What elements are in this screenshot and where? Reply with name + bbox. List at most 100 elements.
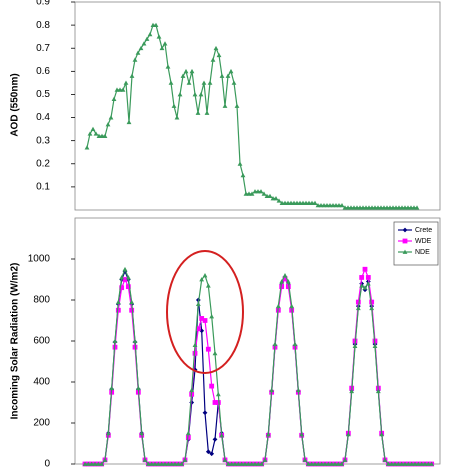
- marker: [189, 387, 195, 393]
- marker: [325, 461, 331, 466]
- marker: [349, 388, 355, 394]
- marker: [272, 341, 278, 346]
- marker: [312, 200, 318, 205]
- marker: [429, 461, 435, 466]
- marker: [99, 133, 105, 138]
- marker: [138, 45, 144, 51]
- marker: [179, 461, 185, 466]
- marker: [249, 461, 255, 466]
- marker: [112, 338, 118, 343]
- marker: [369, 299, 375, 305]
- marker: [225, 461, 231, 466]
- marker: [231, 80, 237, 85]
- marker: [120, 87, 126, 92]
- marker: [249, 191, 255, 196]
- y-tick-label: 0.3: [36, 135, 50, 146]
- marker: [379, 431, 385, 437]
- legend-label: WDE: [415, 238, 432, 245]
- marker: [282, 276, 288, 281]
- marker: [202, 410, 208, 416]
- marker: [195, 326, 201, 332]
- marker: [232, 461, 238, 466]
- marker: [335, 461, 341, 466]
- y-tick-label: 800: [33, 295, 50, 306]
- marker: [135, 50, 141, 55]
- marker: [174, 115, 180, 120]
- marker: [132, 338, 138, 343]
- y-tick-label: 600: [33, 336, 50, 347]
- marker: [82, 461, 88, 466]
- marker: [139, 430, 145, 436]
- marker: [345, 431, 351, 437]
- marker: [262, 457, 268, 462]
- marker: [199, 316, 205, 321]
- marker: [105, 122, 111, 127]
- marker: [92, 461, 98, 466]
- marker: [125, 284, 131, 290]
- marker: [237, 161, 243, 166]
- marker: [219, 73, 225, 78]
- marker: [207, 80, 213, 85]
- marker: [202, 273, 208, 278]
- marker: [279, 279, 285, 284]
- marker: [105, 430, 111, 436]
- y-axis-label: Incoming Solar Radiation (W/m2): [10, 263, 21, 420]
- marker: [255, 461, 261, 466]
- marker: [242, 461, 248, 466]
- marker: [292, 341, 298, 346]
- marker: [415, 461, 421, 466]
- marker: [209, 451, 215, 457]
- marker: [269, 387, 275, 393]
- marker: [229, 461, 235, 466]
- marker: [212, 400, 218, 405]
- marker: [422, 461, 428, 466]
- marker: [119, 275, 125, 280]
- marker: [359, 275, 365, 280]
- marker: [172, 461, 178, 466]
- marker: [171, 103, 177, 108]
- marker: [199, 328, 205, 334]
- marker: [141, 41, 147, 46]
- marker: [182, 457, 188, 462]
- marker: [96, 133, 102, 138]
- marker: [198, 92, 204, 97]
- marker: [175, 461, 181, 466]
- marker: [425, 461, 431, 466]
- marker: [125, 275, 131, 280]
- marker: [129, 307, 135, 313]
- marker: [145, 461, 151, 466]
- marker: [332, 461, 338, 466]
- marker: [315, 461, 321, 466]
- marker: [99, 461, 105, 466]
- marker: [365, 281, 371, 286]
- marker: [212, 437, 218, 442]
- marker: [210, 57, 216, 62]
- marker: [192, 92, 198, 97]
- marker: [329, 461, 335, 466]
- marker: [165, 64, 171, 69]
- marker: [389, 461, 395, 466]
- marker: [153, 22, 159, 28]
- marker: [126, 119, 132, 125]
- marker: [412, 461, 418, 466]
- marker: [222, 103, 228, 108]
- marker: [399, 461, 405, 466]
- marker: [355, 299, 361, 305]
- marker: [95, 461, 101, 466]
- marker: [235, 461, 241, 466]
- marker: [177, 92, 183, 97]
- marker: [409, 461, 415, 466]
- marker: [159, 45, 165, 51]
- marker: [152, 461, 158, 466]
- marker: [302, 457, 308, 462]
- marker: [395, 461, 401, 466]
- marker: [189, 68, 195, 74]
- y-tick-label: 0.1: [36, 182, 50, 193]
- marker: [339, 461, 345, 466]
- series-line: [86, 24, 417, 209]
- plot-frame: [74, 217, 441, 465]
- marker: [115, 307, 121, 313]
- marker: [299, 431, 305, 437]
- marker: [169, 461, 175, 466]
- marker: [352, 343, 358, 349]
